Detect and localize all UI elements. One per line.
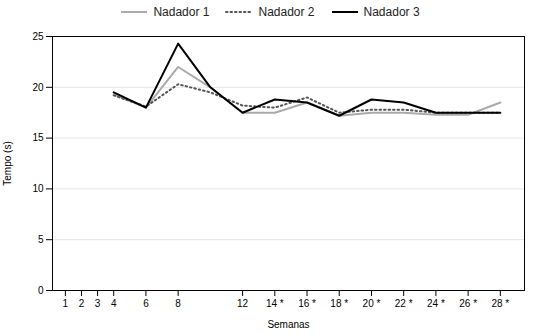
svg-text:3: 3 [95,298,101,309]
html-text:Nadador 1: Nadador 1 [153,5,210,19]
svg-text:6: 6 [143,298,149,309]
svg-text:1: 1 [63,298,69,309]
svg-text:14 *: 14 * [266,298,284,309]
svg-text:15: 15 [32,132,44,143]
html-text:Nadador 2: Nadador 2 [258,5,315,19]
svg-text:12: 12 [237,298,249,309]
html-text:Nadador 3: Nadador 3 [363,5,420,19]
svg-text:26 *: 26 * [459,298,477,309]
svg-text:5: 5 [38,234,44,245]
svg-text:20 *: 20 * [363,298,381,309]
svg-text:25: 25 [32,31,44,42]
svg-text:2: 2 [79,298,85,309]
svg-text:0: 0 [38,285,44,296]
svg-text:8: 8 [175,298,181,309]
svg-text:20: 20 [32,82,44,93]
svg-text:Tempo (s): Tempo (s) [2,141,13,185]
svg-text:4: 4 [111,298,117,309]
svg-text:24 *: 24 * [427,298,445,309]
svg-text:16 *: 16 * [298,298,316,309]
svg-text:10: 10 [32,183,44,194]
svg-text:28 *: 28 * [491,298,509,309]
svg-text:18 *: 18 * [330,298,348,309]
svg-text:22 *: 22 * [395,298,413,309]
svg-text:Semanas: Semanas [267,319,309,330]
